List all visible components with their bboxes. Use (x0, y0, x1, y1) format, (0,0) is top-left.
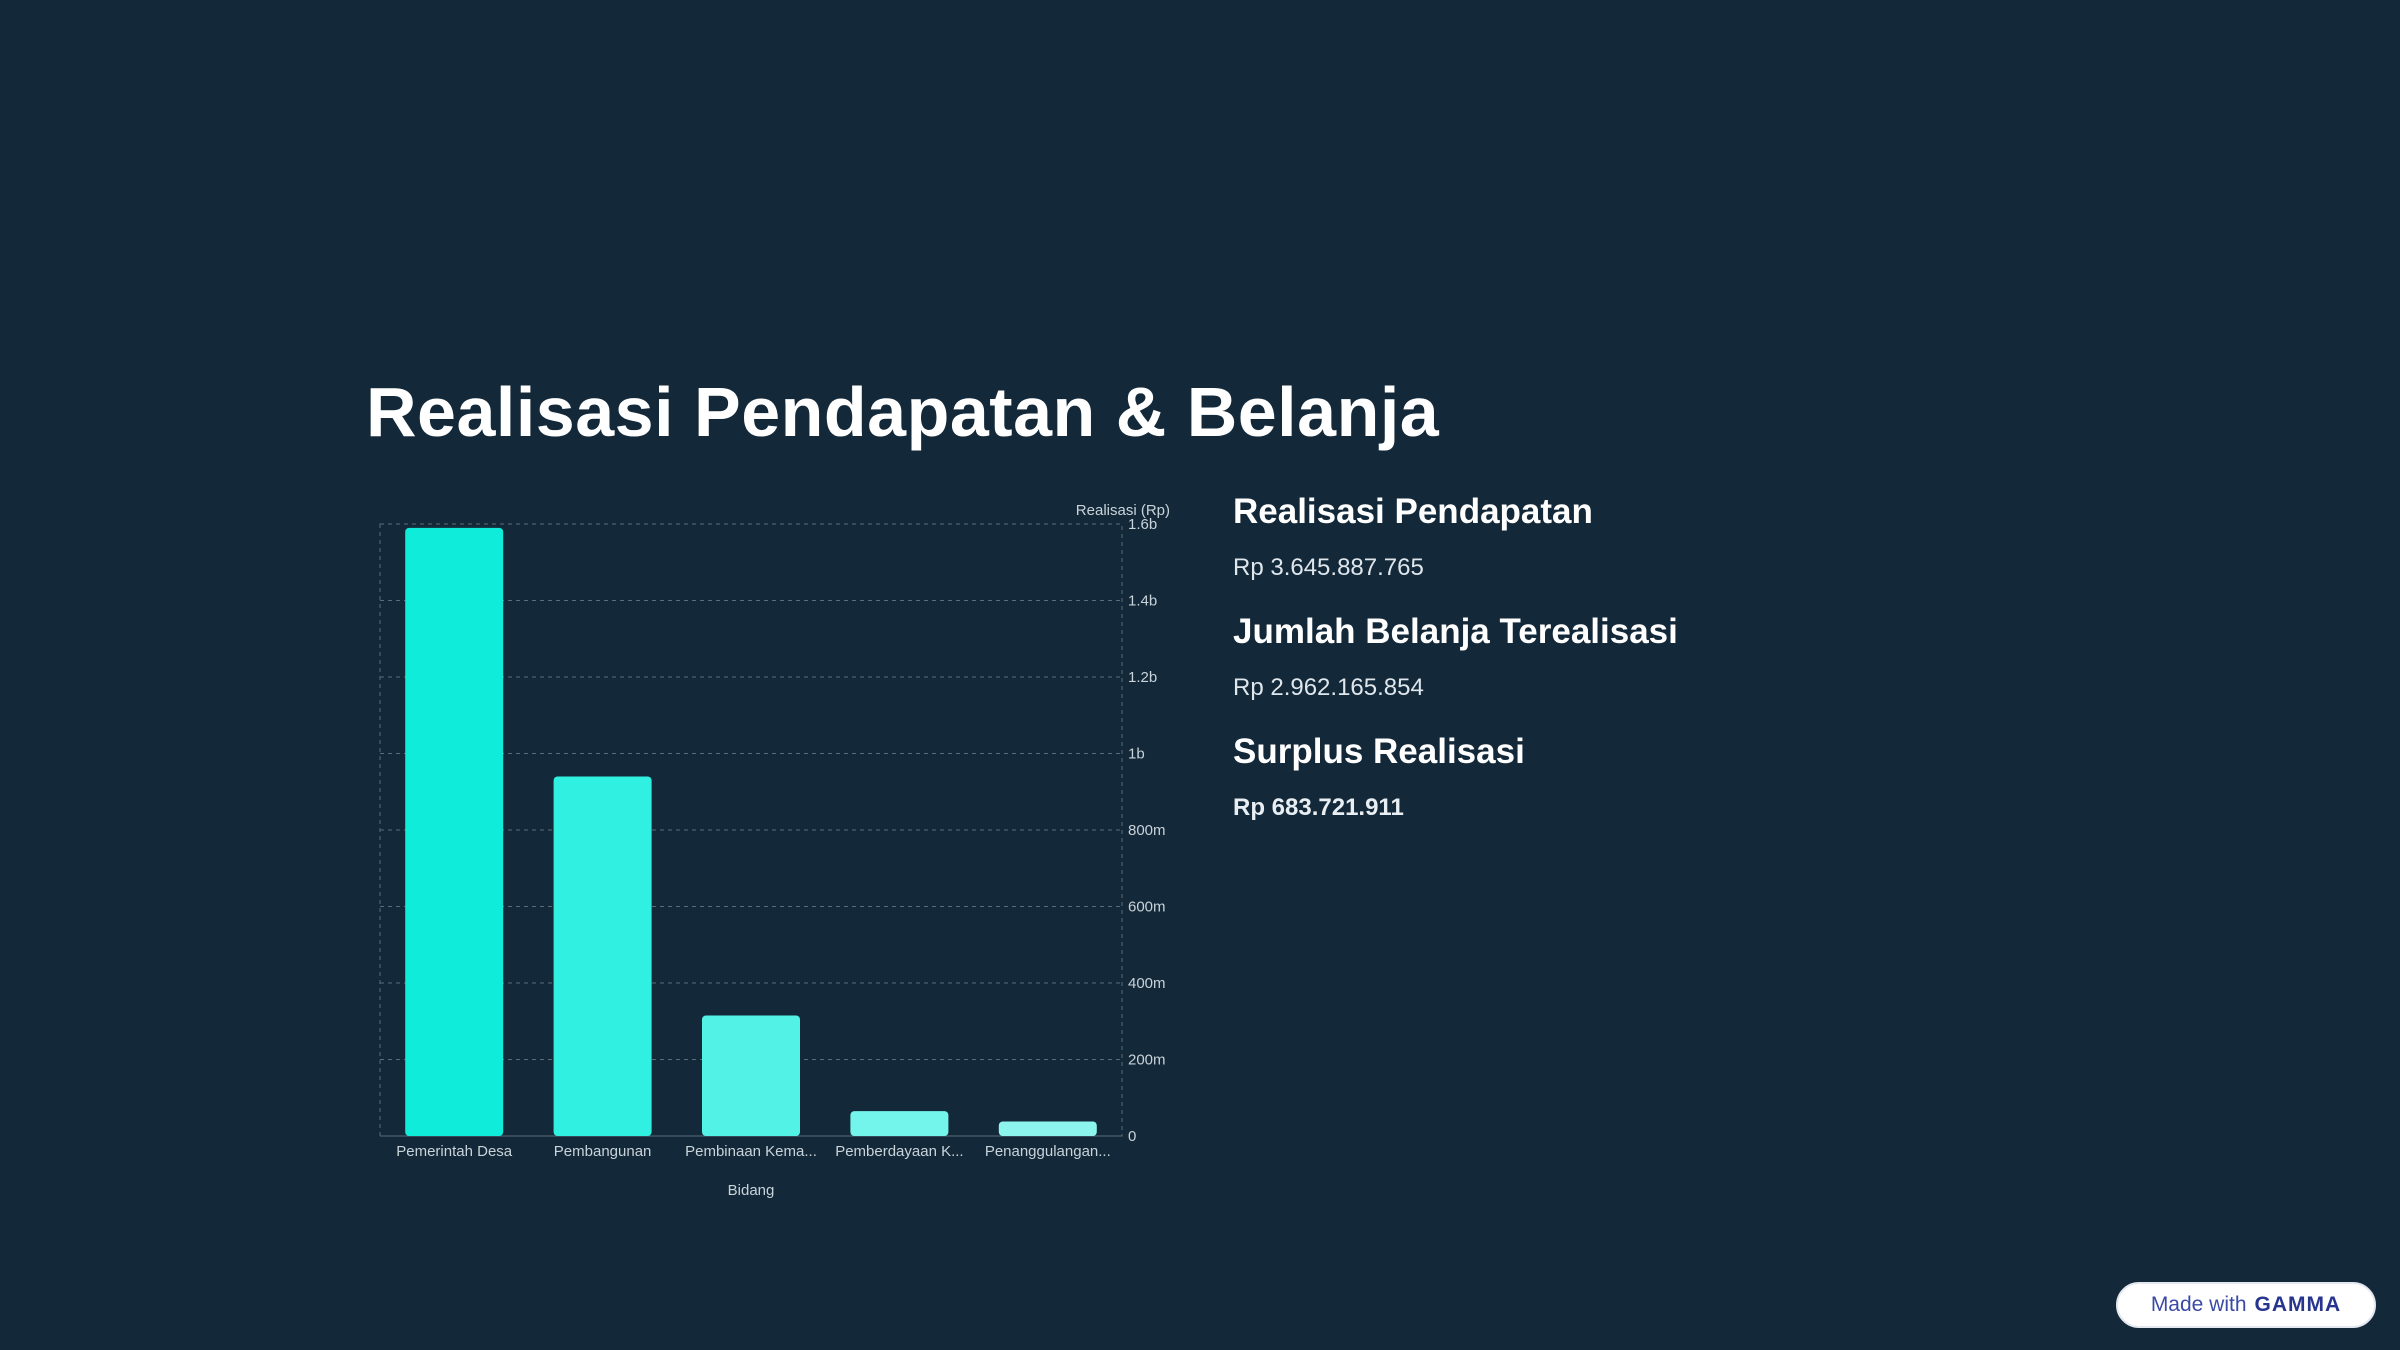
y-tick-label: 0 (1128, 1128, 1136, 1145)
bar (850, 1111, 949, 1136)
x-tick-label: Pemberdayaan K... (835, 1143, 963, 1160)
y-tick-label: 1.4b (1128, 593, 1157, 610)
y-axis-label: Realisasi (Rp) (1076, 502, 1170, 519)
bar (553, 776, 652, 1136)
y-tick-label: 800m (1128, 822, 1166, 839)
y-tick-label: 1.6b (1128, 516, 1157, 533)
y-tick-label: 200m (1128, 1052, 1166, 1069)
y-tick-label: 1.2b (1128, 669, 1157, 686)
stat-value-jumlah-belanja: Rp 2.962.165.854 (1233, 674, 1424, 701)
stat-label-surplus-realisasi: Surplus Realisasi (1233, 732, 1525, 771)
stat-label-jumlah-belanja: Jumlah Belanja Terealisasi (1233, 612, 1678, 651)
x-tick-label: Pemerintah Desa (396, 1143, 513, 1160)
bar-chart: 0 200m 400m 600m 800m 1b 1.2b 1.4b 1.6b Realisasi… (366, 498, 1186, 1198)
stats-panel: Realisasi Pendapatan Rp 3.645.887.765 Ju… (1233, 488, 1933, 848)
stat-value-realisasi-pendapatan: Rp 3.645.887.765 (1233, 554, 1424, 581)
bar (405, 527, 504, 1136)
page-title: Realisasi Pendapatan & Belanja (366, 373, 1440, 451)
bar-chart-svg: 0 200m 400m 600m 800m 1b 1.2b 1.4b 1.6bRealisasi… (379, 502, 1170, 1198)
bar (998, 1121, 1097, 1136)
gamma-logo: GAMMA (2254, 1293, 2342, 1316)
badge-prefix: Made with (2150, 1293, 2247, 1316)
x-tick-label: Penanggulangan... (985, 1143, 1111, 1160)
y-tick-label: 1b (1128, 746, 1145, 763)
stat-label-realisasi-pendapatan: Realisasi Pendapatan (1233, 492, 1593, 531)
made-with-gamma-badge[interactable]: Made with GAMMA (2116, 1282, 2376, 1328)
y-tick-label: 400m (1128, 975, 1166, 992)
y-tick-label: 600m (1128, 899, 1166, 916)
stat-value-surplus-realisasi: Rp 683.721.911 (1233, 794, 1404, 821)
x-tick-label: Pembinaan Kema... (685, 1143, 817, 1160)
x-axis-label: Bidang (728, 1182, 775, 1198)
x-tick-label: Pembangunan (554, 1143, 652, 1160)
bar (702, 1015, 800, 1136)
